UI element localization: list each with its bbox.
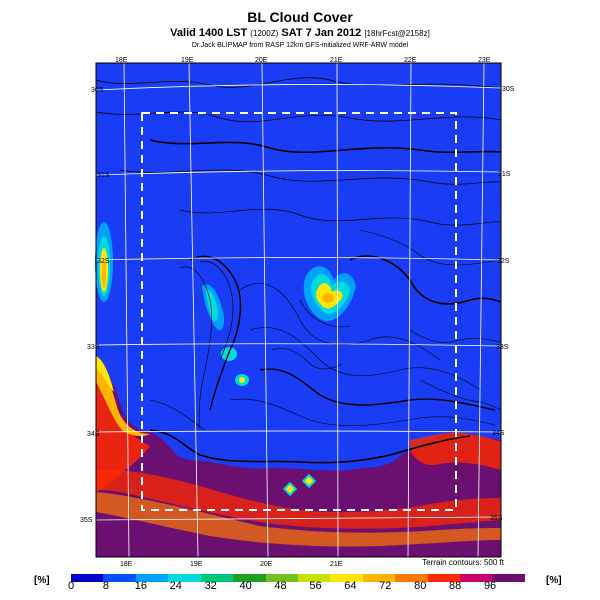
cloud-patch-central [303,266,356,322]
colorbar-segment [233,574,266,582]
colorbar-segment [362,574,396,582]
lat-label: 33S [496,344,509,351]
colorbar-tick-label: 0 [67,580,75,592]
colorbar-segment [168,574,201,582]
map-title: BL Cloud Cover [247,9,353,25]
lon-label: 20E [255,57,268,64]
colorbar-tick-label: 56 [309,580,322,592]
valid-date: SAT 7 Jan 2012 [281,27,362,39]
lon-label: 19E [181,57,194,64]
cloud-patch-diamond-a-core [285,484,295,494]
lon-labels-top: 18E 19E 20E 21E 22E 23E [115,57,491,64]
terrain-contours [95,77,502,464]
lon-label: 22E [404,57,417,64]
lat-lon-grid [95,62,502,558]
colorbar-segment [297,574,331,582]
boundary-dashed-box [141,112,457,511]
model-credit: Dr.Jack BLIPMAP from RASP 12km GFS-initi… [191,42,409,49]
colorbar-unit-left: [%] [34,575,50,586]
coastal-yellow-strip [96,356,114,392]
colorbar-tick-label: 96 [483,580,497,592]
colorbar-tick-label: 40 [239,580,252,592]
lat-labels-left: 30S 31S 32S 33S 34S 35S [80,87,110,524]
lon-label: 19E [190,561,203,568]
cloud-patch-northwest [95,222,113,302]
lon-label: 18E [115,57,128,64]
colorbar-segment [427,574,461,582]
cloud-patch-small-b-core [239,377,245,383]
colorbar-segment [330,574,363,582]
lat-label: 33S [87,344,100,351]
colorbar-tick-label: 64 [344,580,357,592]
colorbar-segment [103,574,136,582]
colorbar-tick-label: 88 [449,580,462,592]
colorbar-tick-label: 48 [274,580,287,592]
lat-labels-right: 30S 31S 32S 33S 34S 35S [490,86,515,522]
lon-label: 18E [120,561,133,568]
valid-time: Valid 1400 LST [170,27,248,39]
colorbar-segment [71,574,104,582]
colorbar-segment [200,574,234,582]
lon-label: 21E [330,561,343,568]
colorbar [71,574,525,582]
colorbar-segment [460,574,493,582]
cloud-patch-west-ridge [202,284,225,331]
lat-label: 32S [497,258,510,265]
coastal-east-band [410,432,501,470]
map-frame [95,62,502,558]
colorbar-tick-label: 8 [102,580,109,592]
lat-label: 35S [490,515,503,522]
lat-label: 34S [87,431,100,438]
colorbar-unit-right: [%] [546,575,562,586]
lat-label: 31S [97,172,110,179]
lon-label: 20E [260,561,273,568]
colorbar-tick-label: 72 [379,580,392,592]
terrain-contour-note: Terrain contours: 500 ft [422,558,504,567]
lat-label: 35S [80,517,93,524]
colorbar-tick-label: 32 [204,580,217,592]
map-subtitle: Valid 1400 LST (1200Z) SAT 7 Jan 2012 [1… [0,27,600,39]
lat-label: 30S [91,87,104,94]
colorbar-ticks: 0 8 16 24 32 40 48 56 64 72 80 88 96 [67,580,525,594]
lon-labels-bottom: 18E 19E 20E 21E [120,561,343,568]
colorbar-segment [395,574,428,582]
lat-label: 31S [498,171,511,178]
cloud-patch-diamond-b-core [304,476,314,486]
lat-label: 30S [502,86,515,93]
colorbar-segment [135,574,169,582]
colorbar-tick-label: 24 [169,580,182,592]
lat-label: 34S [492,430,505,437]
colorbar-tick-label: 16 [134,580,147,592]
offshore-red-band [96,469,501,529]
colorbar-tick-label: 80 [414,580,427,592]
lon-label: 21E [330,57,343,64]
utc-time: (1200Z) [250,29,279,38]
lon-label: 23E [478,57,491,64]
colorbar-segment [492,574,525,582]
lat-label: 32S [97,258,110,265]
forecast-info: [18hrFcst@2158z] [364,29,430,38]
colorbar-segment [265,574,298,582]
